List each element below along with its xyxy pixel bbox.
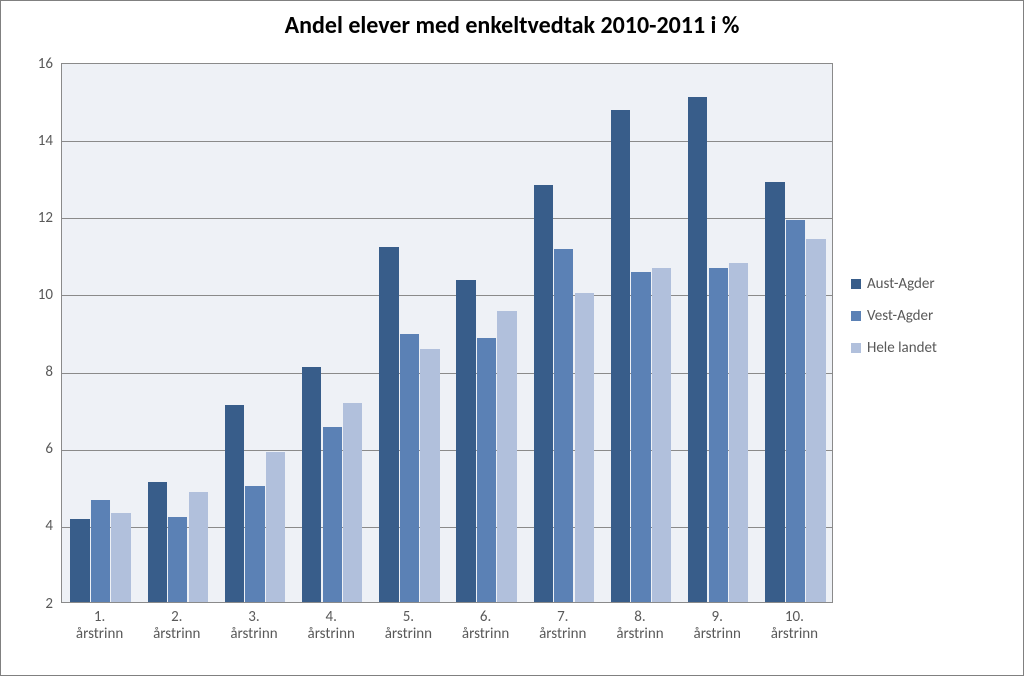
legend-label: Vest-Agder <box>867 307 933 325</box>
bar <box>245 486 264 602</box>
legend-label: Aust-Agder <box>867 275 935 293</box>
bar <box>497 311 516 602</box>
x-tick-label: 9. årstrinn <box>679 609 756 644</box>
bar <box>477 338 496 602</box>
chart-frame: Andel elever med enkeltvedtak 2010-2011 … <box>0 0 1024 676</box>
bar <box>534 185 553 602</box>
bar <box>323 427 342 603</box>
x-tick-label: 6. årstrinn <box>447 609 524 644</box>
y-tick-label: 14 <box>23 132 53 150</box>
legend-swatch <box>851 343 861 353</box>
y-tick-label: 6 <box>23 440 53 458</box>
bar <box>688 97 707 602</box>
gridline <box>62 218 832 219</box>
y-tick-label: 16 <box>23 55 53 73</box>
legend-swatch <box>851 311 861 321</box>
bar <box>70 519 89 602</box>
bar <box>225 405 244 602</box>
bar <box>652 268 671 602</box>
bar <box>168 517 187 602</box>
x-tick-label: 5. årstrinn <box>370 609 447 644</box>
bar <box>806 239 825 602</box>
bar <box>456 280 475 602</box>
legend-item: Hele landet <box>851 339 937 357</box>
x-tick-label: 7. årstrinn <box>524 609 601 644</box>
bar <box>575 293 594 602</box>
bar <box>631 272 650 602</box>
bar <box>111 513 130 602</box>
legend-swatch <box>851 279 861 289</box>
bar <box>729 263 748 602</box>
y-tick-label: 10 <box>23 286 53 304</box>
bar <box>765 182 784 602</box>
bar <box>343 403 362 602</box>
y-tick-label: 8 <box>23 363 53 381</box>
legend-item: Vest-Agder <box>851 307 937 325</box>
bar <box>91 500 110 602</box>
bar <box>189 492 208 602</box>
x-tick-label: 1. årstrinn <box>61 609 138 644</box>
plot-area <box>61 63 833 603</box>
bar <box>266 452 285 602</box>
x-tick-label: 8. årstrinn <box>601 609 678 644</box>
bar <box>420 349 439 602</box>
bar <box>554 249 573 602</box>
legend-label: Hele landet <box>867 339 937 357</box>
bar <box>611 110 630 602</box>
y-tick-label: 12 <box>23 209 53 227</box>
x-tick-label: 4. årstrinn <box>293 609 370 644</box>
y-tick-label: 4 <box>23 517 53 535</box>
bar <box>400 334 419 602</box>
bar <box>302 367 321 602</box>
y-tick-label: 2 <box>23 595 53 613</box>
x-tick-label: 10. årstrinn <box>756 609 833 644</box>
bar <box>709 268 728 602</box>
legend: Aust-Agder Vest-Agder Hele landet <box>851 275 937 371</box>
gridline <box>62 141 832 142</box>
legend-item: Aust-Agder <box>851 275 937 293</box>
x-tick-label: 2. årstrinn <box>138 609 215 644</box>
bar <box>786 220 805 602</box>
chart-title: Andel elever med enkeltvedtak 2010-2011 … <box>1 11 1023 40</box>
bar <box>379 247 398 602</box>
bar <box>148 482 167 602</box>
x-tick-label: 3. årstrinn <box>215 609 292 644</box>
